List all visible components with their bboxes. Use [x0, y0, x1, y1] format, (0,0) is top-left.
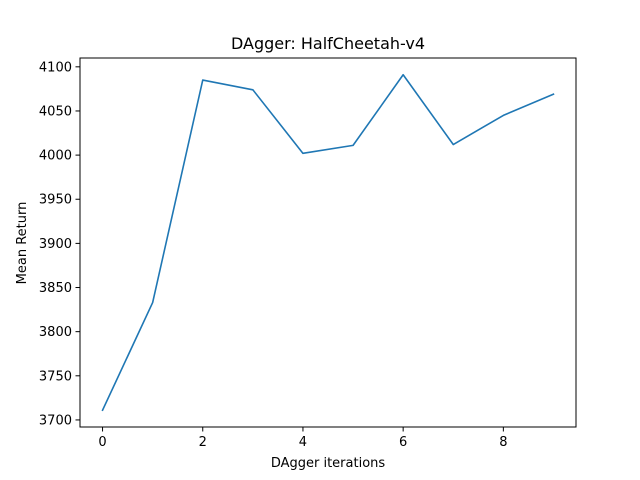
x-tick-label: 2	[199, 435, 207, 450]
y-tick-label: 3700	[39, 413, 72, 428]
x-tick-label: 6	[399, 435, 407, 450]
x-axis-label: DAgger iterations	[271, 456, 386, 471]
y-tick-label: 3800	[39, 325, 72, 340]
y-axis-label: Mean Return	[15, 202, 30, 285]
x-tick-label: 0	[98, 435, 106, 450]
y-tick-label: 4100	[39, 60, 72, 75]
y-tick-label: 4000	[39, 149, 72, 164]
x-tick-label: 4	[299, 435, 307, 450]
y-tick-label: 3950	[39, 193, 72, 208]
y-tick-label: 3850	[39, 281, 72, 296]
series-line-mean-return	[101, 73, 555, 412]
x-axis: 0 2 4 6 8	[98, 427, 507, 450]
y-axis: 3700 3750 3800 3850 3900 3950 4000 4050 4100	[39, 60, 80, 428]
chart-title: DAgger: HalfCheetah-v4	[231, 34, 425, 53]
y-tick-label: 3750	[39, 369, 72, 384]
y-tick-label: 4050	[39, 104, 72, 119]
x-tick-label: 8	[499, 435, 507, 450]
plot-frame	[79, 57, 577, 428]
y-tick-label: 3900	[39, 237, 72, 252]
